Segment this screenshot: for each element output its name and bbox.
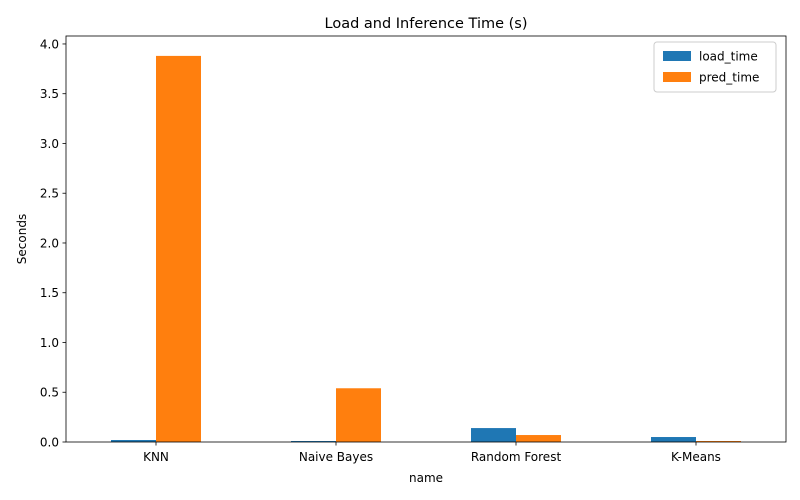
x-tick-label-3: K-Means (671, 450, 721, 464)
legend-label-load_time: load_time (699, 50, 758, 64)
bar-load_time-2 (471, 428, 516, 442)
y-tick-label-2: 1.0 (40, 336, 59, 350)
bar-pred_time-1 (336, 388, 381, 442)
x-ticks-group: KNN Naive Bayes Random Forest K-Means (143, 442, 721, 464)
y-tick-label-6: 3.0 (40, 137, 59, 151)
y-ticks-group: 0.0 0.5 1.0 1.5 2.0 2.5 3.0 3.5 4.0 (40, 37, 66, 450)
x-axis-label: name (409, 471, 443, 485)
legend-label-pred_time: pred_time (699, 71, 759, 85)
chart-title: Load and Inference Time (s) (325, 16, 528, 32)
x-tick-label-0: KNN (143, 450, 169, 464)
y-tick-label-0: 0.0 (40, 436, 59, 450)
y-tick-label-7: 3.5 (40, 87, 59, 101)
y-tick-label-4: 2.0 (40, 236, 59, 250)
legend-swatch-pred_time (663, 72, 691, 82)
y-tick-label-1: 0.5 (40, 386, 59, 400)
y-tick-label-8: 4.0 (40, 37, 59, 51)
y-tick-label-5: 2.5 (40, 187, 59, 201)
x-tick-label-1: Naive Bayes (299, 450, 373, 464)
legend: load_time pred_time (653, 41, 777, 93)
bar-load_time-0 (111, 440, 156, 442)
legend-swatch-load_time (663, 51, 691, 61)
bar-pred_time-3 (696, 441, 741, 442)
bar-load_time-3 (651, 437, 696, 442)
x-tick-label-2: Random Forest (471, 450, 562, 464)
y-axis-label: Seconds (15, 214, 29, 264)
bars-group (111, 55, 741, 442)
bar-load_time-1 (291, 441, 336, 442)
y-tick-label-3: 1.5 (40, 286, 59, 300)
bar-pred_time-2 (516, 435, 561, 442)
bar-pred_time-0 (156, 55, 201, 442)
plot-frame (65, 35, 787, 443)
